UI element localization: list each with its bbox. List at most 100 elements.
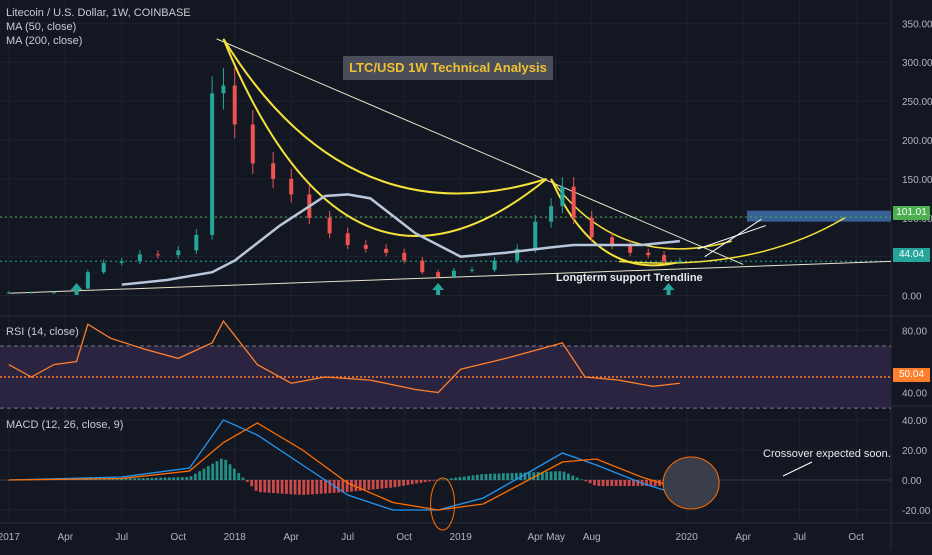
- macd-histogram-bar: [306, 480, 310, 495]
- macd-line: [8, 419, 681, 511]
- macd-histogram-bar: [280, 480, 284, 494]
- macd-ytick-2: 0.00: [902, 476, 922, 487]
- candle-body: [677, 261, 682, 263]
- projection-arrow-2: [697, 225, 766, 250]
- macd-histogram-bar: [141, 478, 145, 480]
- macd-histogram-bar: [345, 480, 349, 493]
- candles: [6, 67, 682, 495]
- candle-body: [628, 245, 633, 253]
- candle-body: [363, 245, 368, 249]
- macd-histogram-bar: [324, 480, 327, 494]
- macd-histogram-bar: [380, 480, 384, 489]
- macd-histogram-bar: [376, 480, 379, 490]
- macd-histogram-bar: [597, 480, 601, 486]
- support-arrow-icon: [70, 283, 83, 295]
- macd-histogram-bar: [467, 475, 471, 480]
- price-ytick-7: 0.00: [902, 292, 922, 303]
- macd-histogram-bar: [649, 480, 653, 486]
- markers: [70, 283, 813, 531]
- macd-histogram-bar: [575, 477, 579, 480]
- crossover-arrow: [782, 461, 813, 477]
- macd-histogram-bar: [167, 477, 171, 480]
- macd-histogram-bar: [636, 480, 640, 486]
- macd-histogram-bar: [523, 472, 527, 480]
- macd-histogram-bar: [458, 477, 462, 480]
- candle-body: [271, 163, 276, 179]
- macd-histogram-bar: [593, 480, 596, 486]
- macd-label: MACD (12, 26, close, 9): [6, 419, 124, 431]
- x-tick-label: Apr: [527, 532, 543, 543]
- macd-histogram-bar: [115, 478, 119, 480]
- indicator-lines: [8, 193, 681, 511]
- candle-body: [85, 272, 90, 289]
- cup-arc-inner: [222, 38, 547, 195]
- macd-histogram-bar: [627, 480, 631, 486]
- macd-histogram-bar: [588, 480, 592, 484]
- macd-histogram-bar: [146, 477, 150, 480]
- macd-histogram-bar: [159, 477, 163, 480]
- macd-histogram-bar: [189, 476, 193, 480]
- candle-body: [533, 221, 538, 249]
- macd-histogram-bar: [619, 480, 622, 486]
- axes: 350.00300.00250.00200.00150.00100.0050.0…: [0, 19, 932, 543]
- macd-histogram-bar: [176, 477, 180, 480]
- macd-histogram-bar: [501, 473, 505, 480]
- x-tick-label: Aug: [583, 532, 601, 543]
- crossover-circle-future: [662, 456, 720, 510]
- macd-histogram-bar: [428, 480, 431, 482]
- price-ytick-2: 250.00: [902, 97, 932, 108]
- macd-histogram-bar: [363, 480, 366, 491]
- macd-histogram-bar: [219, 458, 223, 480]
- macd-histogram-bar: [311, 480, 314, 495]
- macd-histogram-bar: [441, 479, 445, 480]
- macd-histogram-bar: [632, 480, 635, 486]
- x-tick-label: 2018: [224, 532, 247, 543]
- macd-histogram-bar: [645, 480, 648, 486]
- macd-histogram-bar: [367, 480, 371, 490]
- chart-title: LTC/USD 1W Technical Analysis: [343, 56, 553, 80]
- candle-body: [549, 206, 554, 222]
- macd-histogram-bar: [484, 473, 488, 480]
- price-ytick-0: 350.00: [902, 19, 932, 30]
- macd-histogram-bar: [545, 471, 549, 480]
- macd-histogram-bar: [371, 480, 375, 490]
- candle-body: [451, 270, 456, 277]
- macd-ytick-3: -20.00: [902, 506, 931, 517]
- x-tick-label: Oct: [848, 532, 864, 543]
- rsi-badge: 50.04: [893, 368, 930, 382]
- price-ytick-4: 150.00: [902, 175, 932, 186]
- macd-histogram-bar: [111, 478, 115, 480]
- candle-body: [232, 85, 237, 125]
- x-tick-label: 2020: [676, 532, 699, 543]
- candle-body: [436, 272, 441, 277]
- macd-histogram-bar: [562, 471, 566, 480]
- candle-body: [560, 186, 565, 207]
- macd-histogram-bar: [406, 480, 410, 486]
- macd-histogram-bar: [493, 473, 497, 480]
- projection-arrow-1: [704, 218, 762, 258]
- macd-histogram-bar: [601, 480, 605, 486]
- crossover-annotation: Crossover expected soon.: [763, 448, 891, 460]
- macd-histogram-bar: [584, 480, 588, 482]
- candle-body: [515, 248, 520, 261]
- macd-ytick-1: 20.00: [902, 446, 927, 457]
- macd-histogram-bar: [432, 480, 436, 481]
- macd-histogram-bar: [198, 471, 202, 480]
- macd-histogram-bar: [653, 480, 657, 486]
- support-annotation: Longterm support Trendline: [556, 272, 703, 284]
- rsi-ytick-0: 80.00: [902, 326, 927, 337]
- macd-histogram-bar: [514, 472, 518, 480]
- candle-body: [610, 237, 615, 245]
- candle-body: [571, 186, 576, 218]
- macd-histogram-bar: [488, 473, 492, 480]
- candle-body: [101, 262, 106, 273]
- macd-histogram-bar: [423, 480, 427, 483]
- macd-histogram-bar: [549, 471, 553, 480]
- macd-histogram-bar: [389, 480, 392, 488]
- macd-histogram-bar: [7, 480, 11, 481]
- candle-body: [589, 217, 594, 238]
- candle-body: [137, 254, 142, 262]
- candle-body: [176, 250, 181, 256]
- macd-histogram-bar: [475, 474, 479, 480]
- candle-body: [250, 124, 255, 164]
